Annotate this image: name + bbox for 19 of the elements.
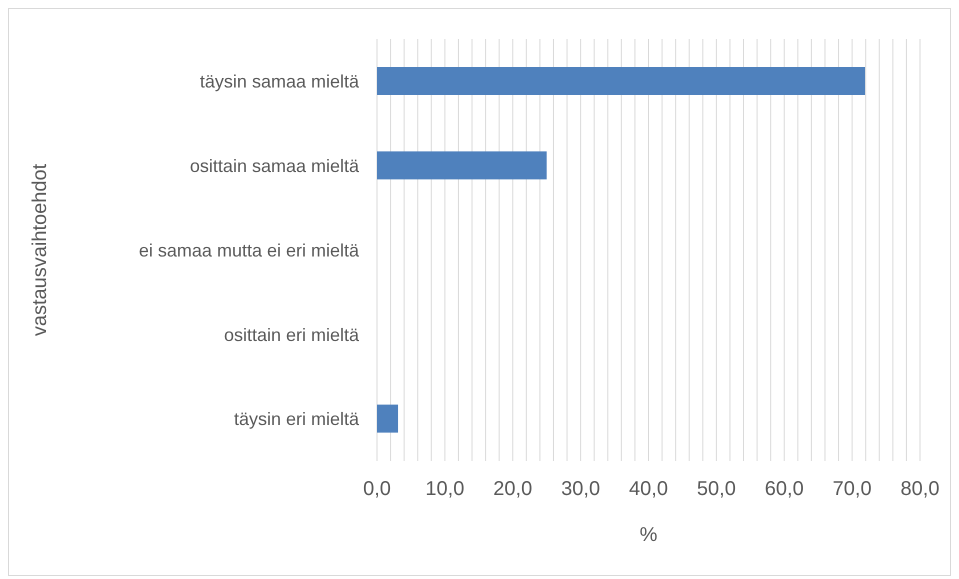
x-axis-title: % xyxy=(640,524,658,546)
y-tick-label: ei samaa mutta ei eri mieltä xyxy=(138,240,360,260)
x-tick-label: 40,0 xyxy=(629,478,668,500)
y-tick-label: täysin samaa mieltä xyxy=(200,72,360,92)
y-tick-label: osittain samaa mieltä xyxy=(190,156,360,176)
y-tick-label: osittain eri mieltä xyxy=(224,324,360,345)
x-tick-label: 20,0 xyxy=(493,478,532,500)
bar xyxy=(377,404,398,433)
x-tick-label: 60,0 xyxy=(764,478,804,500)
x-tick-label: 50,0 xyxy=(696,478,736,500)
x-tick-label: 70,0 xyxy=(832,478,872,500)
x-tick-label: 80,0 xyxy=(900,478,940,500)
bar xyxy=(377,67,866,95)
y-tick-label: täysin eri mieltä xyxy=(234,409,360,430)
x-tick-label: 0,0 xyxy=(363,478,391,500)
y-axis-title: vastausvaihtoehdot xyxy=(29,163,52,336)
bar xyxy=(377,151,547,180)
x-tick-label: 10,0 xyxy=(425,478,464,500)
x-tick-label: 30,0 xyxy=(561,478,600,500)
